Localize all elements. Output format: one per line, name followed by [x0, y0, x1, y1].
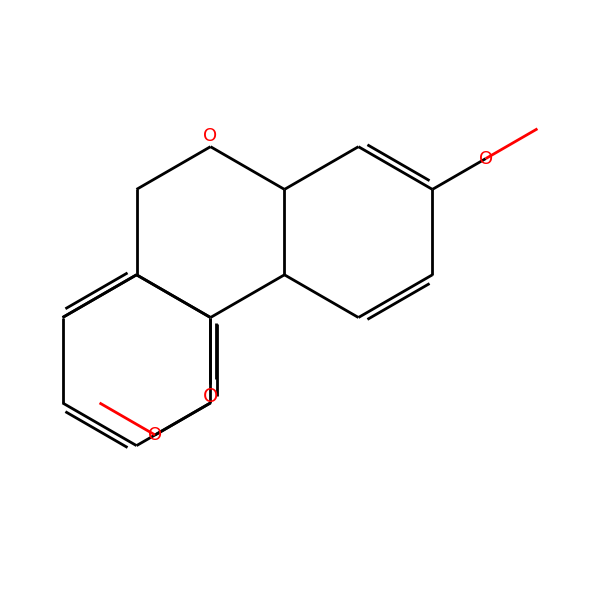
Text: O: O [479, 149, 493, 167]
Text: O: O [148, 426, 162, 444]
Text: O: O [203, 386, 218, 406]
Text: O: O [203, 127, 218, 145]
